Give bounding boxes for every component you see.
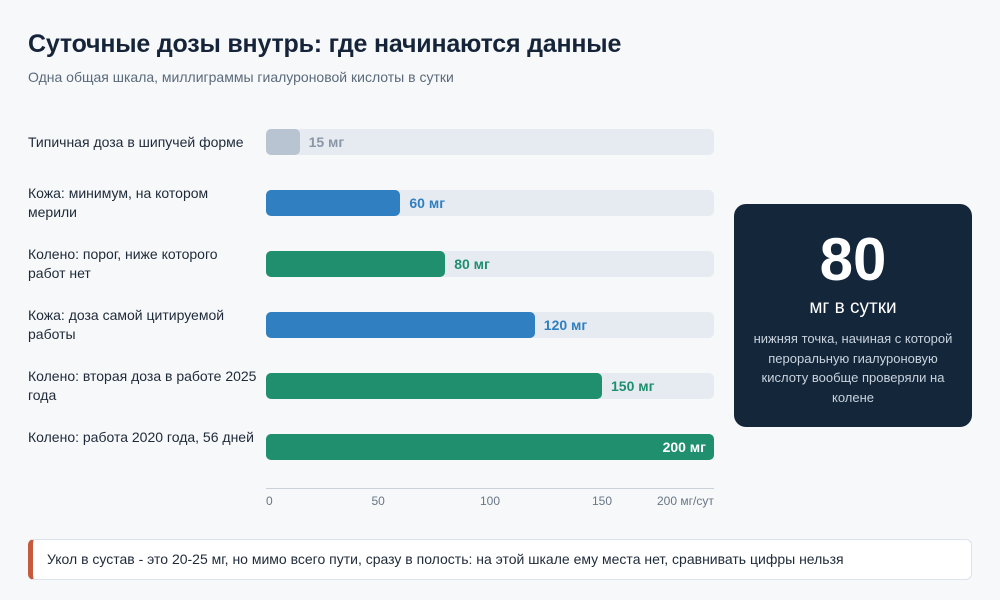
bar-value-label: 60 мг (409, 195, 446, 211)
bar (266, 190, 401, 216)
x-tick-label: 100 (480, 494, 501, 508)
callout-card: 80 мг в сутки нижняя точка, начиная с ко… (734, 204, 972, 427)
bar-value-label: 15 мг (308, 134, 345, 150)
bar-value-label: 80 мг (454, 256, 490, 272)
footnote-callout: Укол в сустав - это 20-25 мг, но мимо вс… (28, 539, 972, 580)
bar-value-label: 120 мг (543, 317, 588, 333)
callout-unit: мг в сутки (809, 297, 897, 318)
bar-track: 60 мг (266, 190, 714, 216)
x-tick-label: 50 (371, 494, 385, 508)
category-label: Колено: вторая доза в работе 2025 года (28, 368, 257, 403)
x-tick-label: 150 (592, 494, 613, 508)
bar (266, 434, 714, 460)
x-tick-label: 200 мг/сут (657, 494, 714, 508)
category-label: Колено: порог, ниже которого работ нет (28, 246, 218, 281)
chart-title: Суточные дозы внутрь: где начинаются дан… (28, 30, 622, 58)
bar (266, 373, 602, 399)
category-label: Типичная доза в шипучей форме (28, 133, 244, 150)
bar-track: 80 мг (266, 251, 714, 277)
bar-track: 15 мг (266, 129, 714, 155)
chart-subtitle: Одна общая шкала, миллиграммы гиалуронов… (28, 69, 454, 85)
bar (266, 312, 535, 338)
callout-description: нижняя точка, начиная с которой перораль… (753, 331, 953, 405)
bar-track: 150 мг (266, 373, 714, 399)
bar-value-label: 150 мг (611, 378, 655, 394)
bar-track: 120 мг (266, 312, 714, 338)
callout-value: 80 (819, 226, 887, 293)
category-label: Кожа: доза самой цитируемой работы (28, 307, 225, 342)
bar-track: 200 мг (266, 434, 714, 460)
category-label: Кожа: минимум, на котором мерили (28, 185, 209, 220)
bar (266, 129, 300, 155)
bar-value-label: 200 мг (662, 439, 706, 455)
bar (266, 251, 446, 277)
x-axis-line (266, 488, 714, 489)
category-label: Колено: работа 2020 года, 56 дней (28, 429, 254, 445)
x-tick-label: 0 (266, 494, 273, 508)
